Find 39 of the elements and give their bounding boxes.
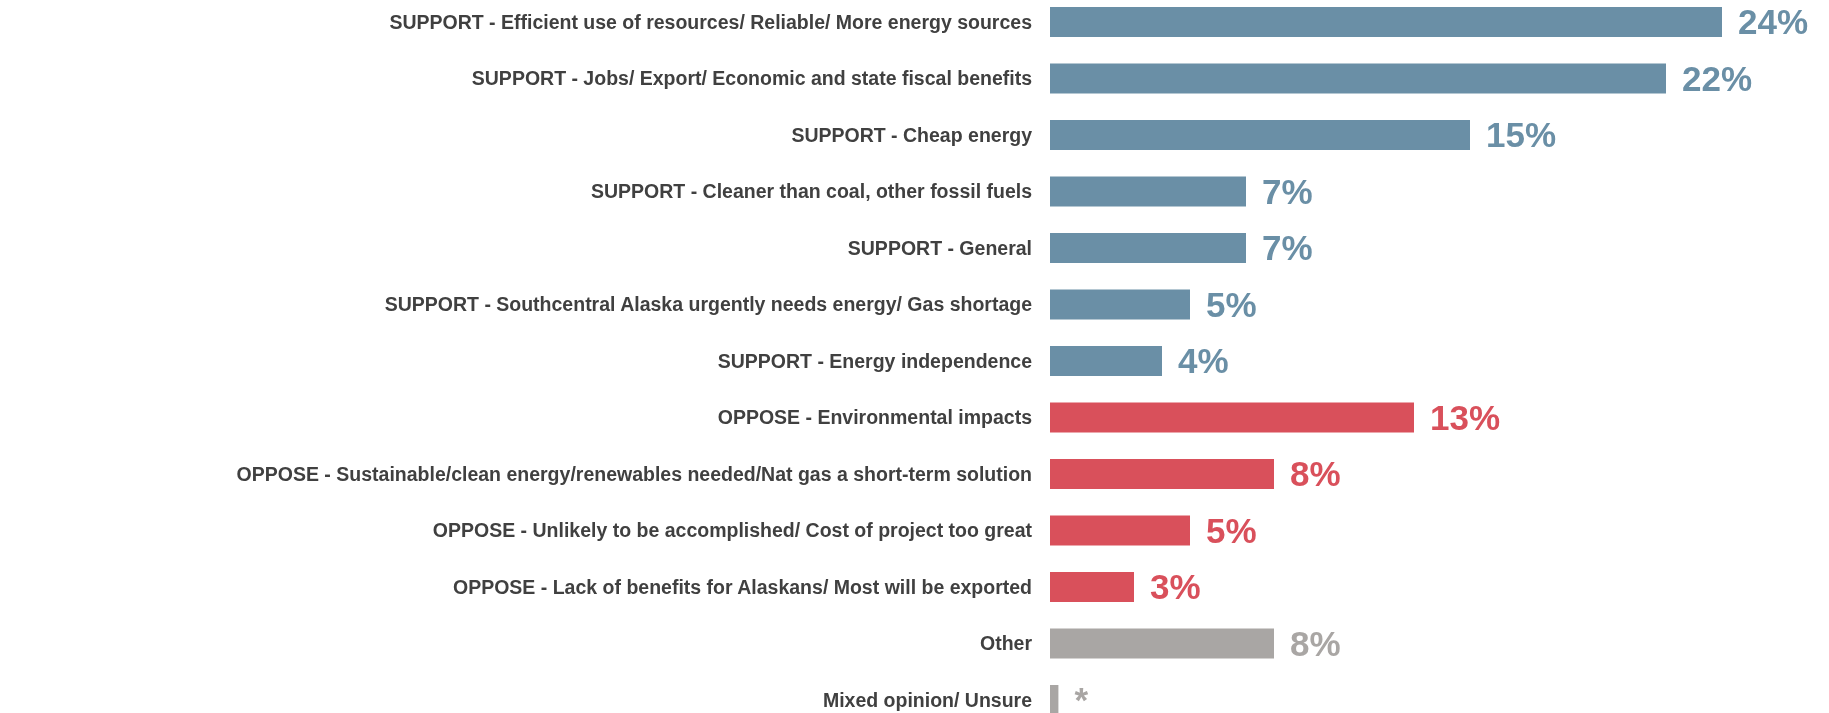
- bar: [1050, 120, 1470, 150]
- data-label: 22%: [1682, 58, 1753, 98]
- y-tick-label: SUPPORT - Cheap energy: [791, 123, 1033, 146]
- bar: [1050, 459, 1274, 489]
- data-label: *: [1074, 680, 1089, 713]
- data-label: 7%: [1262, 228, 1313, 268]
- y-tick-label: Mixed opinion/ Unsure: [822, 688, 1033, 711]
- y-tick-label: OPPOSE - Environmental impacts: [717, 406, 1033, 429]
- data-label: 4%: [1178, 341, 1229, 381]
- bar: [1050, 233, 1246, 263]
- bar: [1050, 346, 1162, 376]
- y-tick-label: OPPOSE - Sustainable/clean energy/renewables needed/Nat gas a short-term solution: [236, 462, 1032, 485]
- y-tick-label: SUPPORT - Energy independence: [717, 349, 1033, 372]
- data-label: 7%: [1262, 171, 1313, 211]
- data-label: 13%: [1430, 397, 1501, 437]
- y-tick-label: Other: [979, 632, 1033, 655]
- data-label: 8%: [1290, 623, 1341, 663]
- y-tick-label: SUPPORT - Southcentral Alaska urgently needs energy/ Gas shortage: [384, 293, 1033, 316]
- data-label: 3%: [1150, 567, 1201, 607]
- bar: [1050, 176, 1246, 207]
- bar: [1050, 628, 1274, 659]
- bar: [1050, 515, 1190, 546]
- bar: [1050, 7, 1722, 37]
- bar: [1050, 63, 1666, 94]
- bar: [1050, 685, 1059, 713]
- y-tick-label: SUPPORT - Cleaner than coal, other fossil fuels: [590, 180, 1033, 203]
- y-tick-label: SUPPORT - Efficient use of resources/ Reliable/ More energy sources: [389, 10, 1033, 33]
- data-label: 15%: [1486, 115, 1557, 155]
- y-tick-label: SUPPORT - General: [847, 236, 1032, 259]
- data-label: 24%: [1738, 2, 1809, 42]
- data-label: 5%: [1206, 510, 1257, 550]
- bar: [1050, 402, 1414, 433]
- data-label: 8%: [1290, 454, 1341, 494]
- bar: [1050, 289, 1190, 320]
- y-tick-label: OPPOSE - Unlikely to be accomplished/ Cost of project too great: [432, 519, 1033, 542]
- y-tick-label: OPPOSE - Lack of benefits for Alaskans/ Most will be exported: [453, 575, 1032, 598]
- y-tick-label: SUPPORT - Jobs/ Export/ Economic and state fiscal benefits: [471, 67, 1033, 90]
- bar: [1050, 572, 1134, 602]
- data-label: 5%: [1206, 284, 1257, 324]
